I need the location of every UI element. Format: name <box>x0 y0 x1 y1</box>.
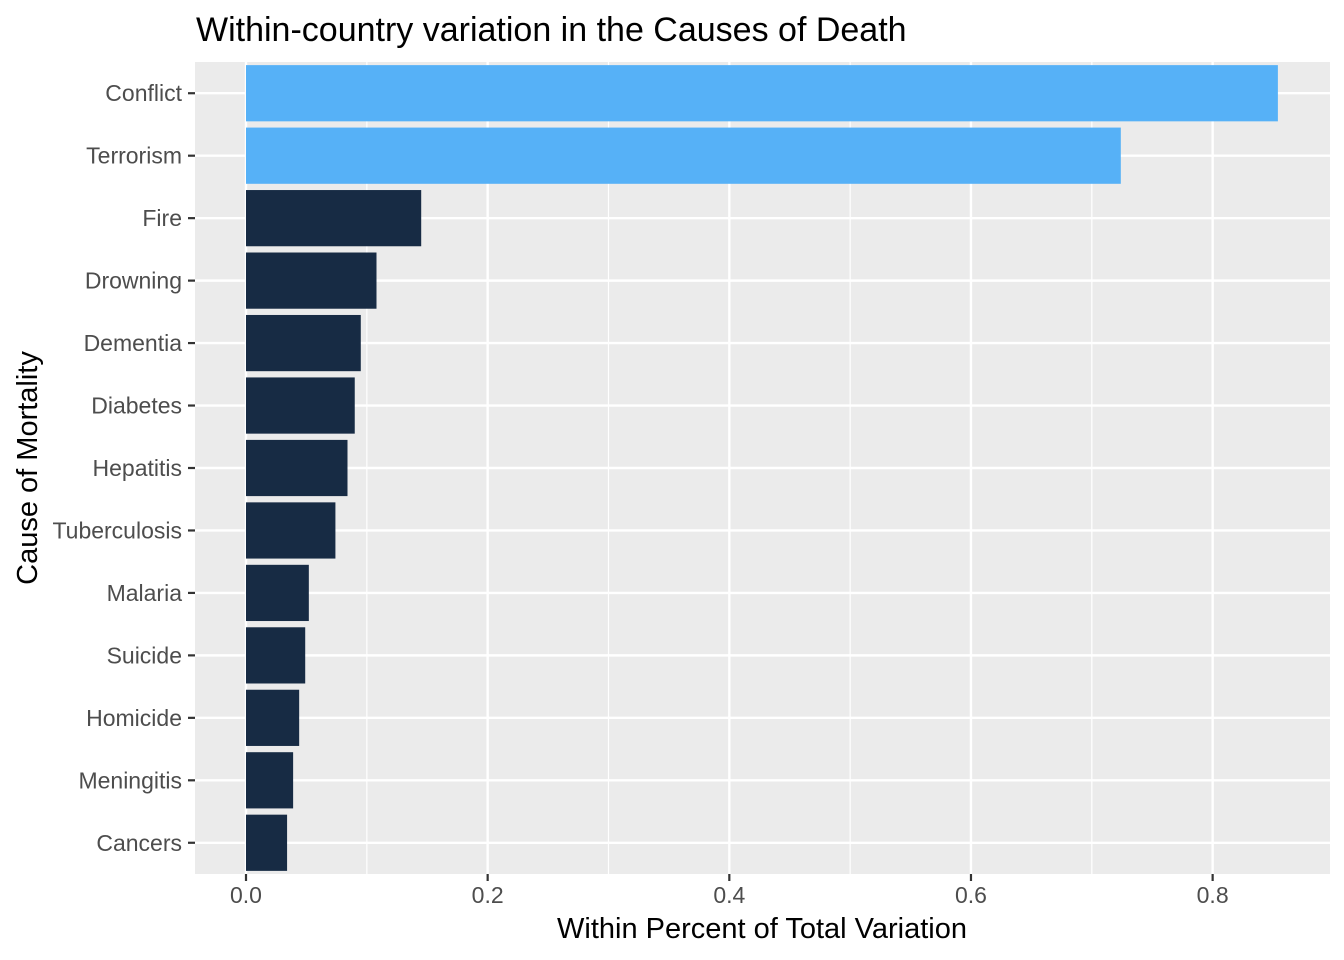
y-tick-label: Suicide <box>107 642 182 668</box>
y-tick-label: Fire <box>142 205 182 231</box>
bar-meningitis <box>246 752 294 809</box>
y-axis-title: Cause of Mortality <box>12 351 44 585</box>
y-tick-label: Conflict <box>105 80 182 106</box>
bar-dementia <box>246 314 361 372</box>
x-tick-label: 0.0 <box>230 882 262 908</box>
y-tick-label: Dementia <box>84 330 183 356</box>
y-tick-label: Homicide <box>86 705 182 731</box>
y-axis: Conflict Terrorism Fire Drowning Dementia Dia… <box>52 80 195 856</box>
y-tick-label: Hepatitis <box>93 455 182 481</box>
bar-tuberculosis <box>246 502 336 559</box>
bar-drowning <box>246 252 377 309</box>
y-tick-label: Cancers <box>96 830 182 856</box>
y-tick-label: Malaria <box>107 580 183 606</box>
bar-terrorism <box>246 127 1121 184</box>
bar-malaria <box>246 564 309 622</box>
bar-diabetes <box>246 377 355 434</box>
y-tick-label: Tuberculosis <box>52 517 182 543</box>
y-tick-label: Diabetes <box>91 393 182 419</box>
chart-title: Within-country variation in the Causes o… <box>196 11 907 49</box>
x-tick-label: 0.2 <box>472 882 504 908</box>
bar-fire <box>246 190 422 247</box>
x-axis: 0.0 0.2 0.4 0.6 0.8 <box>230 874 1229 908</box>
y-tick-label: Drowning <box>85 268 182 294</box>
bar-conflict <box>246 65 1278 122</box>
y-tick-label: Terrorism <box>86 143 182 169</box>
bar-suicide <box>246 627 306 684</box>
bar-cancers <box>246 814 288 871</box>
bars <box>246 65 1278 871</box>
x-tick-label: 0.6 <box>955 882 987 908</box>
y-tick-label: Meningitis <box>78 767 182 793</box>
bar-hepatitis <box>246 439 348 497</box>
x-tick-label: 0.4 <box>713 882 745 908</box>
bar-homicide <box>246 689 300 746</box>
x-axis-title: Within Percent of Total Variation <box>557 913 967 945</box>
x-tick-label: 0.8 <box>1197 882 1229 908</box>
